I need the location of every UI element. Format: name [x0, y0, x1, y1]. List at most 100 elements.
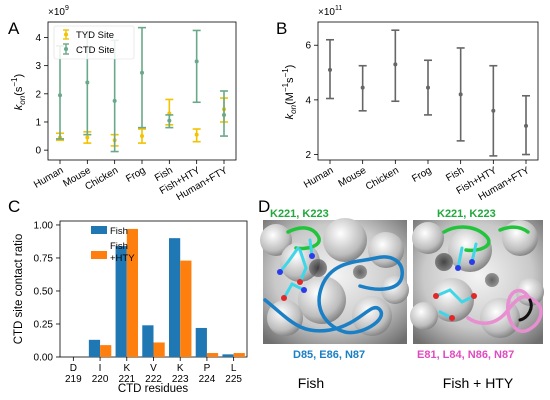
- panel-c-bar-0-4: [168, 238, 181, 357]
- panel-a-errorbar-1-0: [56, 45, 64, 140]
- panel-letter-b: B: [276, 19, 287, 38]
- panel-c-y-axis-label: CTD site contact ratio: [13, 234, 25, 345]
- fish-hty-caption: Fish + HTY: [443, 375, 514, 391]
- panel-b-errorbar-0-0: [326, 38, 334, 100]
- panel-c-bar-1-2: [126, 228, 139, 357]
- panel-c-bar-1-6: [233, 353, 245, 357]
- legend-fish-hty-label-line1: Fish: [110, 241, 128, 252]
- panel-a-errorbar-1-5: [192, 29, 201, 104]
- panel-c-legend: Fish Fish +HTY: [91, 226, 135, 264]
- panel-a-y-tick-label: 2: [35, 89, 41, 100]
- panel-b-y-tick-label: 6: [305, 41, 311, 52]
- panel-b-y-axis-label: kon(M−1s−1): [281, 65, 298, 120]
- panel-c-bar-0-3: [142, 325, 154, 357]
- panel-letter-c: C: [8, 197, 20, 216]
- panel-c-x-tick-number: 225: [225, 374, 242, 385]
- panel-c-bar-1-4: [180, 260, 192, 357]
- panel-c-bar-0-5: [195, 327, 207, 357]
- panel-letter-d: D: [258, 197, 270, 216]
- panel-a-y-tick-label: 0: [35, 146, 41, 157]
- panel-c-x-tick-letter: I: [99, 363, 102, 374]
- legend-ctd-marker: [63, 43, 69, 55]
- panel-c-y-tick-label: 0.00: [34, 353, 54, 364]
- panel-c-x-tick-letter: V: [150, 363, 157, 374]
- panel-b-y-tick-label: 4: [305, 95, 311, 106]
- panel-b-scale-factor: ×1011: [318, 5, 342, 18]
- panel-b-errorbar-0-2: [391, 29, 400, 103]
- fish-green-ribbon: [286, 226, 321, 251]
- panel-a-y-tick-label: 3: [35, 61, 41, 72]
- panel-c-x-tick-number: 224: [199, 374, 216, 385]
- legend-fish-hty-swatch: [91, 251, 107, 259]
- panel-c-bar-1-5: [206, 353, 219, 357]
- fish-hty-green-ribbon: [442, 225, 491, 253]
- fish-top-residues: K221, K223: [270, 208, 329, 220]
- panel-c-bar-0-2: [115, 246, 127, 357]
- panel-b-errorbar-0-6: [522, 94, 530, 156]
- panel-a-point: [194, 132, 199, 137]
- panel-c-x-tick-letter: K: [123, 363, 130, 374]
- panel-c-bar-0-6: [222, 354, 234, 357]
- panel-c-x-tick-number: 219: [65, 374, 82, 385]
- panel-b-point: [524, 123, 528, 128]
- panel-a-point: [140, 134, 144, 139]
- panel-a-y-axis-label: kon(s−1): [10, 74, 27, 110]
- panel-c-y-tick-label: 0.75: [34, 253, 54, 264]
- panel-c-x-tick-number: 221: [118, 374, 135, 385]
- panel-a-x-tick-label: Human: [32, 165, 65, 191]
- panel-c-x-tick-letter: D: [70, 363, 77, 374]
- panel-a-point: [85, 80, 90, 85]
- panel-c-y-tick-label: 1.00: [34, 220, 54, 231]
- panel-b-x-tick-label: Mouse: [337, 165, 369, 190]
- panel-b-errorbar-0-5: [489, 64, 498, 157]
- panel-letter-a: A: [8, 19, 20, 38]
- panel-a-errorbar-0-3: [138, 128, 146, 144]
- panel-c-x-tick-letter: L: [231, 363, 237, 374]
- panel-a-point: [167, 118, 172, 123]
- fish-caption: Fish: [298, 375, 324, 391]
- legend-fish-label: Fish: [110, 226, 128, 237]
- legend-fish-swatch: [91, 226, 107, 234]
- panel-a-y-tick-label: 1: [35, 117, 41, 128]
- panel-a-marks: [56, 26, 228, 153]
- legend-tyd-label: TYD Site: [76, 30, 114, 41]
- panel-b-point: [360, 85, 365, 90]
- legend-tyd-marker: [63, 29, 69, 40]
- panel-c-y-tick-label: 0.25: [34, 319, 54, 330]
- panel-c-x-tick-number: 220: [92, 374, 109, 385]
- panel-b-errorbar-0-3: [424, 59, 432, 116]
- panel-c-bar-1-3: [153, 342, 165, 357]
- panel-a-scale-factor: ×109: [48, 5, 69, 18]
- panel-a-point: [194, 59, 199, 64]
- panel-c-chart: 0.000.250.500.751.00 D219I220K221V222K22…: [13, 220, 248, 395]
- panel-b-point: [491, 108, 496, 113]
- panel-a-point: [222, 112, 226, 117]
- panel-a-x-tick-label: Frog: [124, 165, 147, 185]
- panel-a-point: [140, 70, 144, 75]
- panel-c-bar-0-1: [88, 339, 101, 357]
- panel-b-x-tick-label: Chicken: [364, 165, 401, 193]
- panel-c-x-tick-letter: P: [204, 363, 211, 374]
- panel-b-marks: [326, 29, 530, 157]
- panel-d-structure-fish: K221, K223 D85, E86, N87 Fish: [260, 208, 409, 391]
- panel-c-bar-1-1: [100, 345, 112, 357]
- panel-b-x-tick-label: Human: [302, 165, 335, 191]
- panel-c-x-tick-number: 222: [145, 374, 162, 385]
- panel-b-y-ticks: 2 4 6: [305, 41, 318, 161]
- fish-hty-ribbon: [466, 289, 543, 333]
- panel-c-bars: [88, 228, 245, 357]
- panel-c-x-tick-letter: K: [177, 363, 184, 374]
- fish-hty-bottom-residues: E81, L84, N86, N87: [417, 349, 514, 361]
- fish-hty-top-residues: K221, K223: [437, 208, 496, 220]
- panel-b-x-tick-label: Frog: [410, 165, 433, 185]
- panel-b-point: [458, 92, 463, 97]
- panel-a-legend: TYD Site CTD Site: [53, 25, 135, 60]
- legend-fish-hty-label-line2: +HTY: [110, 253, 135, 264]
- fish-bottom-residues: D85, E86, N87: [293, 349, 365, 361]
